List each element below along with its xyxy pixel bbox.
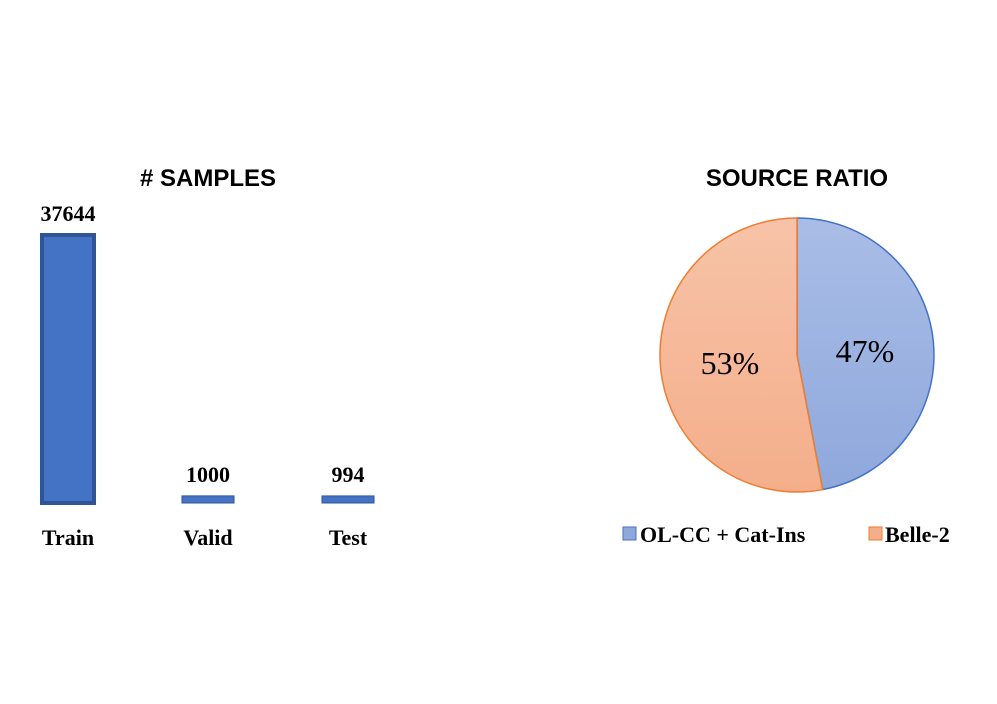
legend-label: OL-CC + Cat-Ins (640, 522, 806, 547)
bar-valid (181, 495, 235, 504)
bar-chart-title: # SAMPLES (140, 165, 276, 192)
pie-legend: OL-CC + Cat-Ins Belle-2 (622, 522, 950, 547)
pie-value-label: 47% (836, 333, 895, 369)
pie-chart: SOURCE RATIO 47% 53% OL-CC + Cat-Ins Belle… (622, 165, 950, 547)
bar-value-label: 1000 (186, 462, 230, 487)
bar-value-label: 994 (332, 462, 365, 487)
bar-category-labels: Train Valid Test (42, 525, 368, 550)
bar-value-label: 37644 (41, 201, 96, 226)
bar-category-label: Train (42, 525, 94, 550)
bar-category-label: Valid (183, 525, 232, 550)
bar-data-labels: 37644 1000 994 (41, 201, 365, 487)
pie-slice-ol-cc-cat-ins (796, 217, 935, 491)
legend-swatch (622, 526, 637, 541)
bar-category-label: Test (329, 525, 368, 550)
bar-chart: # SAMPLES 37644 1000 994 Train Valid Test (40, 165, 375, 550)
pie-slice-belle-2 (659, 217, 824, 493)
bar-test (321, 495, 375, 504)
pie-chart-title: SOURCE RATIO (706, 165, 888, 192)
legend-label: Belle-2 (885, 522, 950, 547)
pie-value-label: 53% (701, 345, 760, 381)
bar-group (40, 233, 375, 505)
bar-train (40, 233, 96, 505)
legend-swatch (868, 526, 883, 541)
pie-slices (659, 217, 935, 493)
pie-value-labels: 47% 53% (701, 333, 895, 381)
